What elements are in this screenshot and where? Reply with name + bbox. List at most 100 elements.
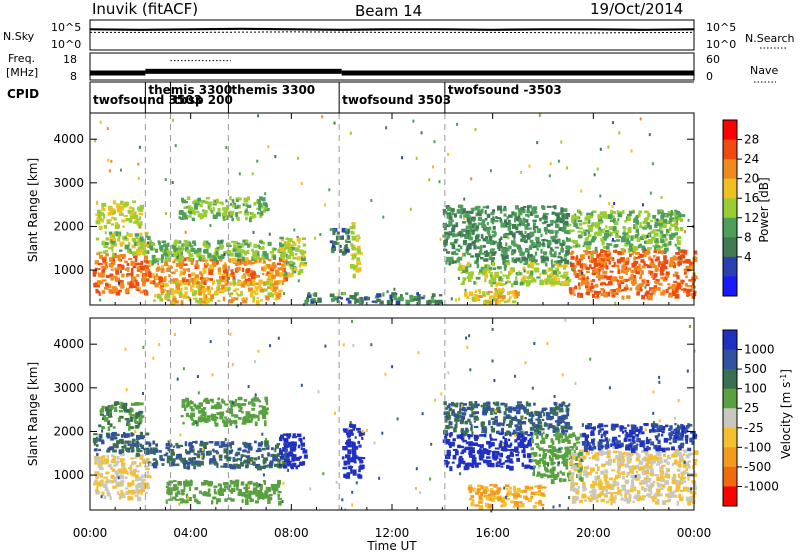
- data-cell: [517, 291, 520, 296]
- data-cell: [580, 189, 583, 193]
- data-cell: [254, 414, 260, 419]
- data-cell: [688, 288, 693, 292]
- nsearch-tick-bottom: 10^0: [706, 38, 736, 51]
- data-cell: [226, 244, 232, 247]
- colorbar-swatch: [723, 256, 737, 277]
- data-cell: [490, 417, 495, 421]
- data-cell: [461, 460, 466, 463]
- data-cell: [149, 262, 154, 267]
- data-cell: [259, 287, 263, 291]
- data-cell: [356, 245, 361, 251]
- data-cell: [321, 115, 324, 119]
- data-cell: [230, 269, 234, 272]
- data-cell: [94, 448, 98, 452]
- data-cell: [167, 440, 170, 444]
- data-cell: [569, 229, 572, 233]
- data-cell: [519, 260, 523, 264]
- data-cell: [612, 292, 617, 295]
- data-cell: [527, 443, 532, 447]
- data-cell: [244, 257, 249, 262]
- data-cell: [562, 458, 567, 464]
- data-cell: [184, 242, 189, 246]
- data-cell: [587, 231, 590, 236]
- data-cell: [450, 432, 453, 437]
- data-cell: [639, 286, 642, 291]
- data-cell: [611, 211, 617, 215]
- data-cell: [506, 216, 509, 220]
- data-cell: [630, 274, 634, 278]
- data-cell: [393, 295, 397, 300]
- data-cell: [560, 415, 566, 421]
- data-cell: [571, 219, 575, 223]
- data-cell: [349, 226, 355, 230]
- data-cell: [461, 449, 467, 453]
- data-cell: [206, 480, 209, 486]
- data-cell: [242, 441, 246, 445]
- data-cell: [459, 420, 463, 424]
- data-cell: [498, 242, 502, 247]
- data-cell: [539, 279, 543, 284]
- data-cell: [283, 265, 286, 268]
- data-cell: [192, 457, 196, 460]
- data-cell: [199, 277, 204, 280]
- data-cell: [202, 299, 207, 304]
- data-cell: [119, 405, 122, 409]
- data-cell: [112, 258, 115, 262]
- data-cell: [527, 254, 532, 259]
- data-cell: [257, 442, 263, 447]
- data-cell: [248, 414, 251, 418]
- data-cell: [200, 199, 204, 204]
- data-cell: [500, 402, 505, 406]
- data-cell: [344, 245, 348, 248]
- data-cell: [585, 229, 589, 232]
- data-cell: [602, 213, 606, 217]
- data-cell: [188, 496, 192, 501]
- data-cell: [208, 298, 214, 302]
- data-cell: [133, 221, 138, 224]
- data-cell: [110, 208, 116, 211]
- data-cell: [245, 282, 248, 286]
- data-cell: [505, 497, 510, 501]
- data-cell: [660, 270, 664, 274]
- data-cell: [509, 490, 512, 496]
- data-cell: [445, 455, 448, 459]
- data-cell: [159, 298, 164, 302]
- data-cell: [596, 293, 600, 298]
- data-cell: [105, 237, 109, 241]
- data-cell: [489, 272, 493, 276]
- data-cell: [484, 218, 488, 221]
- data-cell: [519, 495, 522, 498]
- data-cell: [97, 459, 102, 464]
- data-cell: [228, 484, 232, 488]
- data-cell: [542, 258, 546, 262]
- data-cell: [541, 473, 546, 477]
- data-cell: [192, 494, 196, 499]
- data-cell: [461, 429, 465, 433]
- data-cell: [457, 444, 462, 449]
- data-cell: [676, 222, 679, 226]
- data-cell: [287, 238, 292, 242]
- data-cell: [145, 467, 150, 471]
- data-cell: [252, 271, 256, 276]
- data-cell: [259, 487, 263, 491]
- data-cell: [563, 430, 569, 433]
- data-cell: [224, 485, 228, 489]
- data-cell: [515, 226, 519, 230]
- data-cell: [247, 443, 252, 449]
- data-cell: [554, 428, 558, 434]
- data-cell: [164, 252, 168, 256]
- data-cell: [636, 267, 642, 272]
- data-cell: [593, 290, 598, 295]
- data-cell: [211, 398, 214, 404]
- data-cell: [306, 297, 310, 303]
- data-cell: [193, 281, 196, 285]
- data-cell: [216, 498, 221, 503]
- data-cell: [123, 405, 128, 411]
- data-cell: [620, 247, 624, 252]
- data-cell: [671, 283, 676, 288]
- data-cell: [555, 448, 559, 453]
- data-cell: [552, 425, 556, 429]
- data-cell: [256, 159, 259, 163]
- data-cell: [253, 482, 256, 487]
- data-cell: [242, 281, 246, 286]
